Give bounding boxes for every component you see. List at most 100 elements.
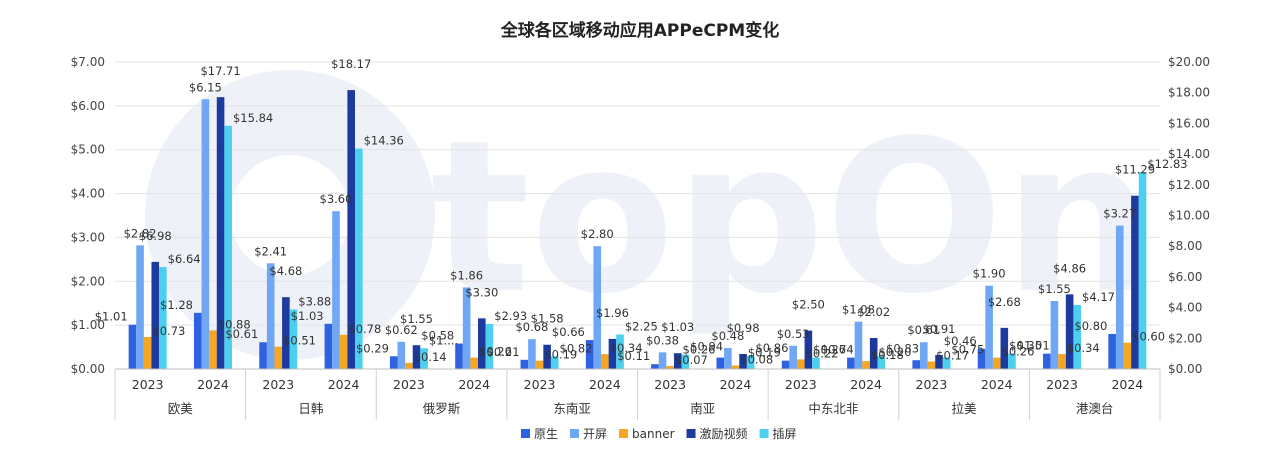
data-label-插屏: $0.94 bbox=[690, 340, 723, 354]
data-label-原生: $0.26 bbox=[813, 343, 846, 357]
data-label-原生: $0.80 bbox=[1074, 319, 1107, 333]
data-label-激励视频: $4.68 bbox=[269, 264, 302, 278]
x-group-label: 日韩 bbox=[298, 401, 323, 416]
bar-激励视频 bbox=[804, 330, 813, 369]
data-label-开屏: $0.48 bbox=[711, 329, 744, 343]
bar-原生 bbox=[651, 364, 659, 369]
bar-banner bbox=[405, 362, 413, 369]
data-label-插屏: $2.93 bbox=[494, 309, 527, 323]
x-group-label: 拉美 bbox=[952, 401, 977, 416]
bar-banner bbox=[927, 361, 936, 369]
data-label-开屏: $0.38 bbox=[646, 333, 679, 347]
chart-title: 全球各区域移动应用APPeCPM变化 bbox=[500, 20, 779, 41]
data-label-原生: $0.26 bbox=[683, 343, 716, 357]
legend-swatch-banner bbox=[619, 429, 629, 438]
data-label-banner: $0.17 bbox=[936, 349, 969, 363]
y-right-tick-label: $14.00 bbox=[1168, 147, 1210, 161]
bar-开屏 bbox=[658, 352, 667, 369]
bar-插屏 bbox=[681, 354, 690, 369]
data-label-开屏: $0.68 bbox=[515, 320, 548, 334]
bar-激励视频 bbox=[739, 353, 747, 369]
legend-label-banner: banner bbox=[632, 427, 675, 441]
data-label-原生: $0.46 bbox=[944, 334, 977, 348]
data-label-banner: $0.07 bbox=[675, 353, 708, 367]
bar-激励视频 bbox=[151, 261, 160, 369]
bar-开屏 bbox=[266, 263, 275, 369]
y-right-tick-label: $6.00 bbox=[1168, 270, 1202, 284]
data-label-插屏: $0.75 bbox=[951, 342, 984, 356]
bar-插屏 bbox=[420, 348, 428, 369]
bar-原生 bbox=[847, 357, 855, 369]
y-left-tick-label: $3.00 bbox=[71, 230, 105, 244]
data-label-原生: $0.66 bbox=[552, 325, 585, 339]
bar-激励视频 bbox=[673, 353, 682, 369]
bar-banner bbox=[862, 361, 870, 369]
data-label-开屏: $2.41 bbox=[254, 244, 287, 258]
y-left-tick-label: $5.00 bbox=[71, 143, 105, 157]
data-label-插屏: $14.36 bbox=[364, 134, 404, 148]
bar-开屏 bbox=[789, 345, 797, 369]
y-left-tick-label: $0.00 bbox=[71, 362, 105, 376]
bar-原生 bbox=[781, 360, 790, 369]
legend-swatch-插屏 bbox=[759, 429, 769, 438]
bar-开屏 bbox=[854, 321, 863, 369]
data-label-开屏: $0.61 bbox=[907, 323, 940, 337]
bar-banner bbox=[992, 357, 1001, 369]
watermark-text: topOn bbox=[430, 95, 1153, 340]
x-year-label: 2023 bbox=[393, 377, 425, 392]
data-label-插屏: $1.... bbox=[429, 333, 458, 347]
x-year-label: 2024 bbox=[328, 377, 360, 392]
legend-label-插屏: 插屏 bbox=[773, 427, 797, 441]
bar-banner bbox=[470, 357, 479, 369]
bar-激励视频 bbox=[216, 97, 225, 370]
data-label-原生: $0.29 bbox=[356, 341, 389, 355]
data-label-原生: $0.21 bbox=[487, 345, 520, 359]
x-year-label: 2024 bbox=[458, 377, 490, 392]
data-label-开屏: $6.15 bbox=[189, 80, 222, 94]
legend-swatch-开屏 bbox=[570, 429, 580, 438]
bar-开屏 bbox=[201, 99, 210, 370]
x-year-label: 2024 bbox=[850, 377, 882, 392]
bar-banner bbox=[796, 359, 805, 369]
data-label-原生: $0.11 bbox=[617, 349, 650, 363]
x-year-label: 2023 bbox=[524, 377, 556, 392]
y-right-tick-label: $16.00 bbox=[1168, 116, 1210, 130]
bar-插屏 bbox=[550, 356, 559, 369]
data-labels: $1.01 $2.82 $0.73 $6.98 $6.64 $1.28 $6.15 $0.88… bbox=[95, 57, 1188, 367]
bar-插屏 bbox=[942, 357, 951, 369]
y-left-tick-label: $4.00 bbox=[71, 187, 105, 201]
data-label-原生: $0.19 bbox=[748, 346, 781, 360]
data-label-插屏: $4.17 bbox=[1082, 290, 1115, 304]
data-label-激励视频: $0.98 bbox=[727, 321, 760, 335]
legend-label-激励视频: 激励视频 bbox=[700, 426, 748, 441]
bar-开屏 bbox=[462, 287, 471, 369]
data-label-开屏: $2.80 bbox=[581, 227, 614, 241]
data-label-原生: $1.01 bbox=[95, 310, 128, 324]
x-year-label: 2024 bbox=[981, 377, 1013, 392]
bar-激励视频 bbox=[282, 297, 290, 369]
bar-插屏 bbox=[616, 334, 624, 369]
data-label-banner: $0.88 bbox=[218, 317, 251, 331]
data-label-原生: $1.03 bbox=[291, 309, 324, 323]
y-right-tick-label: $20.00 bbox=[1168, 55, 1210, 69]
data-label-激励视频: $1.03 bbox=[661, 320, 694, 334]
x-year-label: 2023 bbox=[916, 377, 948, 392]
data-label-激励视频: $4.86 bbox=[1053, 261, 1086, 275]
x-group-label: 港澳台 bbox=[1076, 401, 1114, 416]
bar-插屏 bbox=[289, 309, 298, 369]
x-year-label: 2023 bbox=[262, 377, 294, 392]
gridlines bbox=[115, 61, 1160, 370]
bar-原生 bbox=[128, 324, 137, 369]
x-group-label: 南亚 bbox=[690, 401, 715, 416]
bar-banner bbox=[209, 330, 217, 369]
bar-激励视频 bbox=[412, 345, 421, 369]
bar-banner bbox=[1058, 354, 1066, 369]
bar-banner bbox=[601, 354, 609, 369]
data-label-激励视频: $2.50 bbox=[792, 298, 825, 312]
bar-插屏 bbox=[1073, 304, 1082, 369]
bar-banner bbox=[274, 346, 283, 369]
data-label-开屏: $3.27 bbox=[1103, 207, 1136, 221]
bar-激励视频 bbox=[608, 338, 617, 369]
legend-swatch-激励视频 bbox=[686, 429, 696, 438]
data-label-banner: $0.34 bbox=[1067, 341, 1100, 355]
